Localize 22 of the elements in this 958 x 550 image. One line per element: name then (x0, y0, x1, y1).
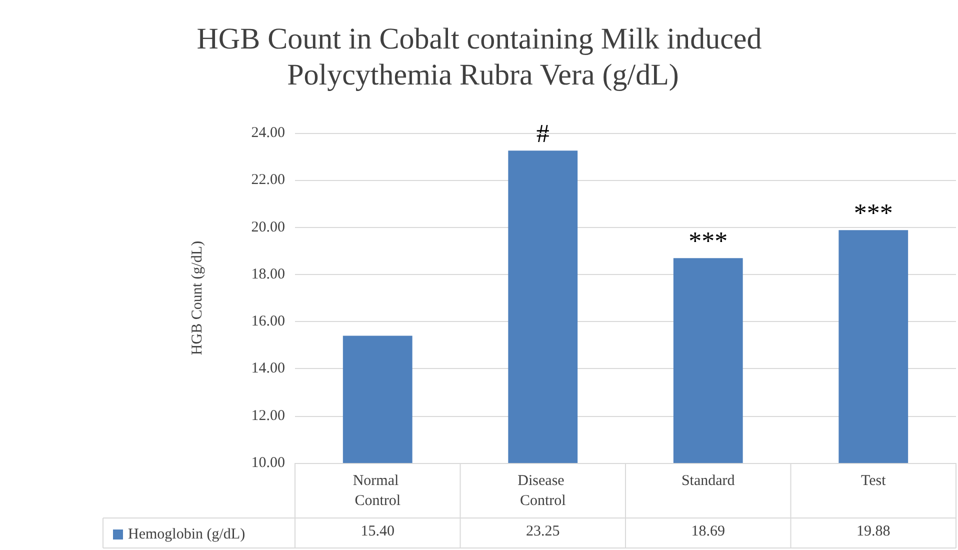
y-tick-label: 12.00 (251, 408, 285, 424)
y-axis-title: HGB Count (g/dL) (190, 240, 206, 356)
chart-title: HGB Count in Cobalt containing Milk induced Polycythemia Rubra Vera (g/dL) (196, 22, 770, 92)
data-label: 15.40 (360, 524, 394, 540)
y-tick-label: 16.00 (251, 314, 285, 330)
annotation: *** (688, 226, 728, 256)
annotation: *** (854, 198, 893, 228)
x-tick-label: Disease Control (518, 473, 568, 509)
y-tick-label: 10.00 (251, 455, 285, 471)
y-tick-label: 22.00 (251, 172, 285, 188)
legend-label: Hemoglobin (g/dL) (128, 526, 246, 542)
y-tick-label: 20.00 (251, 219, 285, 236)
x-tick-label: Test (860, 473, 887, 489)
y-tick-label: 18.00 (251, 266, 285, 282)
data-label: 23.25 (526, 524, 560, 540)
y-tick-label: 24.00 (251, 125, 285, 141)
data-label: 19.88 (856, 524, 890, 540)
annotation: # (536, 119, 550, 148)
x-tick-label: Normal Control (352, 473, 402, 509)
data-label: 18.69 (691, 524, 725, 540)
y-tick-label: 14.00 (251, 360, 285, 377)
x-tick-label: Standard (681, 473, 736, 489)
